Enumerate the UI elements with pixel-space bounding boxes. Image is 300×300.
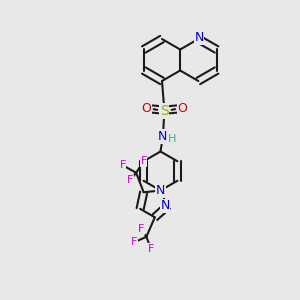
Text: S: S: [160, 104, 169, 118]
Text: F: F: [140, 156, 147, 167]
Text: F: F: [127, 175, 134, 185]
Text: F: F: [138, 224, 144, 234]
Text: H: H: [168, 134, 176, 145]
Text: N: N: [158, 130, 168, 143]
Text: N: N: [156, 184, 165, 197]
Text: N: N: [194, 31, 204, 44]
Text: N: N: [160, 200, 170, 212]
Text: O: O: [142, 101, 151, 115]
Text: F: F: [119, 160, 126, 170]
Text: F: F: [148, 244, 154, 254]
Text: F: F: [131, 237, 138, 247]
Text: O: O: [178, 101, 187, 115]
